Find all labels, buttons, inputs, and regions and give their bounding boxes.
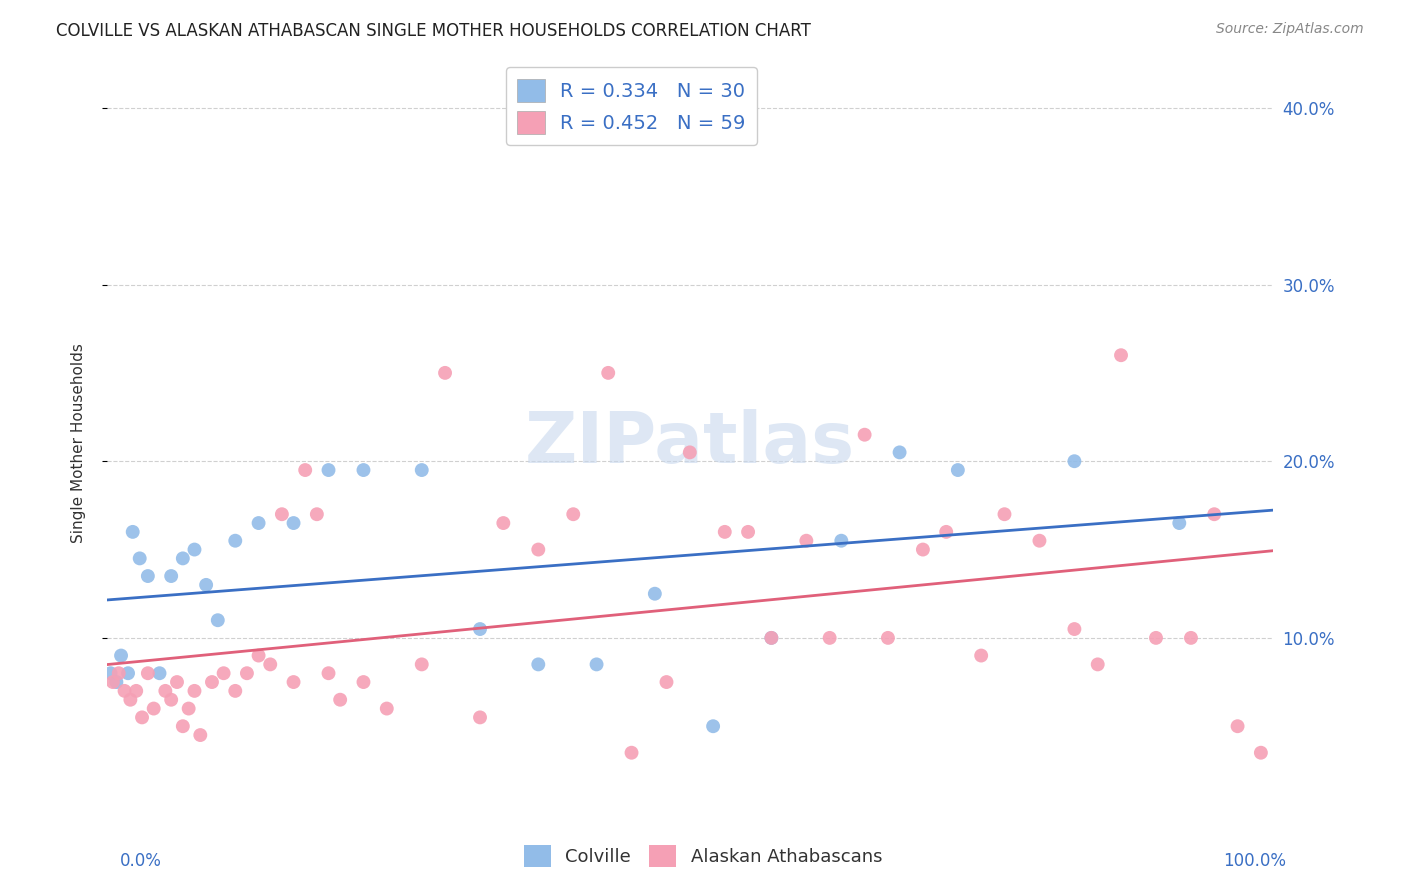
Point — [1226, 719, 1249, 733]
Point — [247, 648, 270, 663]
Point — [224, 533, 246, 548]
Point — [100, 666, 122, 681]
Point — [318, 463, 340, 477]
Point — [110, 648, 132, 663]
Point — [207, 613, 229, 627]
Point — [201, 675, 224, 690]
Text: Source: ZipAtlas.com: Source: ZipAtlas.com — [1216, 22, 1364, 37]
Point — [353, 675, 375, 690]
Point — [120, 692, 142, 706]
Point — [911, 542, 934, 557]
Point — [411, 463, 433, 477]
Point — [1087, 657, 1109, 672]
Point — [761, 631, 783, 645]
Point — [1109, 348, 1132, 362]
Point — [283, 675, 305, 690]
Point — [761, 631, 783, 645]
Point — [270, 507, 292, 521]
Point — [877, 631, 900, 645]
Legend: R = 0.334   N = 30, R = 0.452   N = 59: R = 0.334 N = 30, R = 0.452 N = 59 — [506, 68, 758, 145]
Point — [468, 622, 491, 636]
Point — [527, 542, 550, 557]
Point — [224, 684, 246, 698]
Point — [598, 366, 620, 380]
Point — [131, 710, 153, 724]
Point — [655, 675, 678, 690]
Point — [128, 551, 150, 566]
Point — [166, 675, 188, 690]
Point — [318, 666, 340, 681]
Point — [177, 701, 200, 715]
Text: COLVILLE VS ALASKAN ATHABASCAN SINGLE MOTHER HOUSEHOLDS CORRELATION CHART: COLVILLE VS ALASKAN ATHABASCAN SINGLE MO… — [56, 22, 811, 40]
Point — [305, 507, 328, 521]
Point — [1063, 622, 1085, 636]
Point — [283, 516, 305, 530]
Point — [1204, 507, 1226, 521]
Point — [183, 542, 205, 557]
Point — [830, 533, 852, 548]
Point — [853, 427, 876, 442]
Point — [125, 684, 148, 698]
Point — [889, 445, 911, 459]
Point — [818, 631, 841, 645]
Point — [679, 445, 702, 459]
Point — [195, 578, 218, 592]
Point — [468, 710, 491, 724]
Point — [107, 666, 129, 681]
Point — [294, 463, 316, 477]
Point — [562, 507, 585, 521]
Point — [993, 507, 1015, 521]
Point — [1144, 631, 1167, 645]
Point — [644, 587, 666, 601]
Point — [155, 684, 177, 698]
Point — [172, 551, 194, 566]
Point — [935, 524, 957, 539]
Point — [188, 728, 211, 742]
Point — [136, 666, 159, 681]
Point — [1028, 533, 1050, 548]
Point — [492, 516, 515, 530]
Point — [527, 657, 550, 672]
Point — [105, 675, 128, 690]
Point — [160, 569, 183, 583]
Point — [117, 666, 139, 681]
Point — [620, 746, 643, 760]
Point — [375, 701, 398, 715]
Point — [121, 524, 143, 539]
Point — [329, 692, 352, 706]
Point — [713, 524, 735, 539]
Point — [183, 684, 205, 698]
Point — [136, 569, 159, 583]
Point — [172, 719, 194, 733]
Point — [212, 666, 235, 681]
Point — [946, 463, 969, 477]
Point — [353, 463, 375, 477]
Point — [796, 533, 818, 548]
Point — [1250, 746, 1272, 760]
Text: 100.0%: 100.0% — [1223, 852, 1286, 870]
Point — [148, 666, 170, 681]
Point — [1063, 454, 1085, 468]
Point — [247, 516, 270, 530]
Point — [1180, 631, 1202, 645]
Point — [585, 657, 607, 672]
Point — [142, 701, 165, 715]
Legend: Colville, Alaskan Athabascans: Colville, Alaskan Athabascans — [516, 838, 890, 874]
Point — [259, 657, 281, 672]
Text: 0.0%: 0.0% — [120, 852, 162, 870]
Text: ZIPatlas: ZIPatlas — [524, 409, 855, 478]
Point — [236, 666, 259, 681]
Point — [434, 366, 457, 380]
Point — [970, 648, 993, 663]
Point — [114, 684, 136, 698]
Point — [737, 524, 759, 539]
Point — [702, 719, 724, 733]
Point — [101, 675, 124, 690]
Y-axis label: Single Mother Households: Single Mother Households — [72, 343, 86, 543]
Point — [411, 657, 433, 672]
Point — [1168, 516, 1191, 530]
Point — [160, 692, 183, 706]
